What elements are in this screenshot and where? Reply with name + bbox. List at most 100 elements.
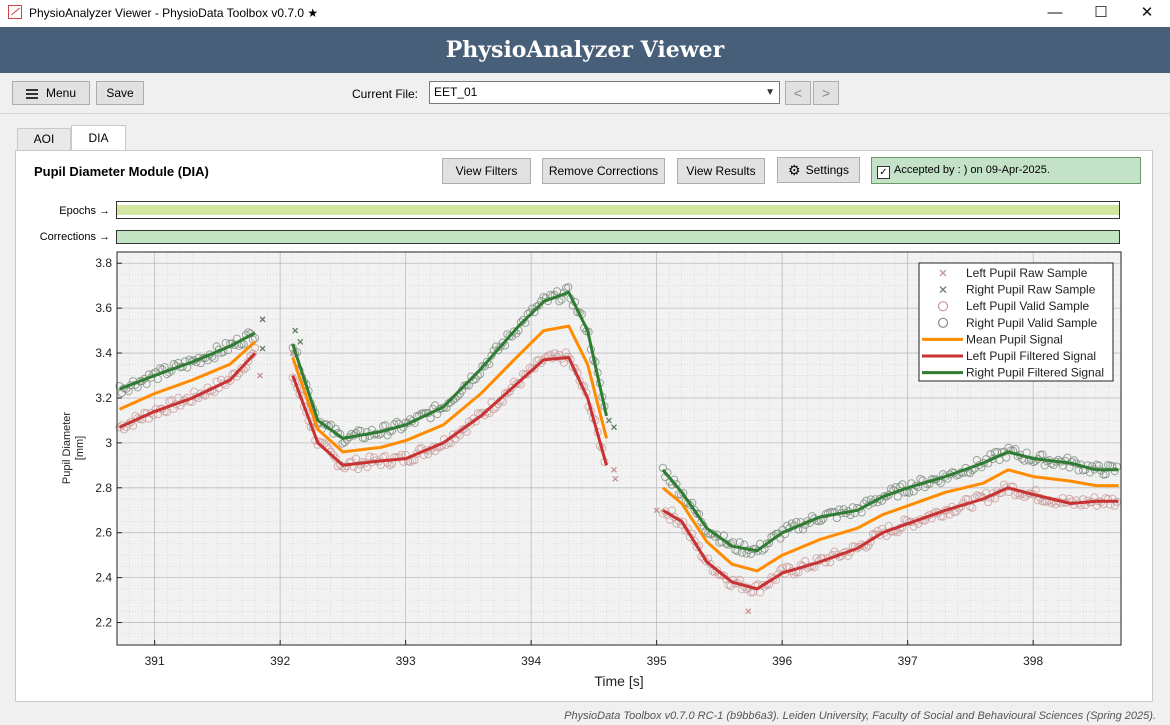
right-pupil-valid-sample — [972, 455, 982, 465]
y-tick-label: 3 — [105, 436, 112, 450]
chart-legend — [918, 262, 1114, 382]
left-pupil-raw-sample — [653, 507, 660, 514]
left-pupil-valid-sample — [713, 566, 722, 575]
right-pupil-valid-sample — [1038, 450, 1047, 459]
left-pupil-raw-sample — [612, 475, 619, 482]
right-pupil-valid-sample — [534, 301, 544, 310]
footer-credits: PhysioData Toolbox v0.7.0 RC-1 (b9bb6a3)… — [564, 710, 1156, 722]
right-pupil-valid-sample — [509, 327, 519, 336]
y-tick-label: 2.8 — [95, 481, 112, 495]
previous-file-button[interactable]: < — [785, 81, 811, 105]
right-pupil-filtered-signal-line — [118, 331, 256, 391]
mean-pupil-signal-line — [661, 468, 1119, 573]
tab-dia[interactable]: DIA — [71, 125, 126, 151]
left-pupil-raw-sample — [745, 608, 752, 615]
x-axis-label: Time [s] — [594, 673, 643, 689]
y-tick-label: 2.4 — [95, 571, 112, 585]
right-pupil-valid-sample — [564, 283, 573, 292]
left-pupil-filtered-signal-line — [291, 356, 608, 467]
right-pupil-valid-sample — [1006, 446, 1015, 455]
left-pupil-valid-sample — [769, 574, 778, 583]
legend-label: Left Pupil Filtered Signal — [966, 349, 1096, 363]
legend-marker-circle — [937, 317, 949, 328]
epochs-track[interactable] — [116, 201, 1120, 219]
right-pupil-valid-sample — [392, 417, 401, 427]
checkbox-checked-icon: ✓ — [877, 166, 890, 179]
left-pupil-valid-sample — [385, 461, 394, 470]
x-tick-label: 392 — [270, 654, 290, 668]
left-pupil-filtered-signal-line — [662, 486, 1119, 591]
right-pupil-valid-sample — [124, 387, 133, 396]
y-tick-label: 3.4 — [95, 346, 112, 360]
right-pupil-valid-sample — [685, 500, 695, 510]
tab-aoi[interactable]: AOI — [17, 128, 71, 150]
x-tick-label: 397 — [898, 654, 918, 668]
next-file-button[interactable]: > — [813, 81, 839, 105]
left-pupil-raw-sample — [257, 372, 264, 379]
save-button[interactable]: Save — [96, 81, 144, 105]
current-file-select[interactable]: EET_01 ▼ — [429, 81, 780, 104]
left-pupil-valid-sample — [706, 559, 715, 569]
right-pupil-valid-sample — [496, 342, 505, 351]
left-pupil-valid-sample — [530, 364, 539, 373]
left-pupil-raw-sample — [611, 466, 617, 473]
left-pupil-valid-sample — [351, 454, 361, 463]
corrections-label: Corrections → — [39, 231, 110, 243]
view-filters-button[interactable]: View Filters — [442, 158, 531, 184]
window-title: PhysioAnalyzer Viewer - PhysioData Toolb… — [29, 6, 319, 20]
y-tick-label: 3.6 — [95, 301, 112, 315]
x-tick-label: 393 — [396, 654, 416, 668]
y-axis-label: Pupil Diameter[mm] — [61, 412, 86, 484]
right-pupil-valid-sample — [288, 343, 297, 352]
right-pupil-valid-sample — [905, 488, 914, 497]
right-pupil-valid-sample — [383, 431, 392, 440]
left-pupil-valid-sample — [561, 348, 571, 357]
right-pupil-raw-sample — [611, 424, 617, 431]
x-tick-label: 394 — [521, 654, 541, 668]
gear-icon: ⚙ — [788, 162, 801, 178]
legend-label: Right Pupil Filtered Signal — [966, 366, 1104, 380]
right-pupil-filtered-signal-line — [291, 290, 608, 440]
menu-button[interactable]: Menu — [12, 81, 90, 105]
right-pupil-raw-sample — [606, 417, 612, 424]
left-pupil-valid-sample — [244, 357, 253, 366]
legend-label: Mean Pupil Signal — [966, 332, 1063, 346]
right-pupil-valid-sample — [210, 354, 219, 363]
left-pupil-valid-sample — [237, 364, 246, 373]
y-tick-label: 3.2 — [95, 391, 112, 405]
close-button[interactable]: ✕ — [1140, 4, 1154, 21]
plot-frame — [116, 251, 1122, 646]
y-tick-label: 2.2 — [95, 616, 112, 630]
y-tick-label: 3.8 — [95, 256, 112, 270]
x-tick-label: 398 — [1023, 654, 1043, 668]
settings-button[interactable]: ⚙ Settings — [777, 157, 860, 183]
chevron-down-icon: ▼ — [765, 87, 775, 98]
module-title: Pupil Diameter Module (DIA) — [34, 164, 209, 179]
left-pupil-valid-sample — [365, 452, 374, 461]
view-results-button[interactable]: View Results — [677, 158, 765, 184]
maximize-button[interactable]: ☐ — [1094, 4, 1108, 21]
right-pupil-filtered-signal-line — [661, 450, 1119, 553]
remove-corrections-button[interactable]: Remove Corrections — [542, 158, 665, 184]
right-pupil-raw-sample — [297, 338, 304, 345]
minimize-button[interactable]: — — [1047, 4, 1063, 21]
left-pupil-valid-sample — [467, 419, 476, 428]
right-pupil-valid-sample — [966, 468, 975, 478]
right-pupil-raw-sample — [292, 327, 299, 334]
accepted-checkbox[interactable]: ✓ Accepted by : ) on 09-Apr-2025. — [871, 157, 1141, 184]
epoch-segment[interactable] — [117, 205, 1119, 215]
right-pupil-valid-sample — [898, 480, 907, 489]
left-pupil-valid-sample — [968, 503, 977, 512]
hamburger-icon — [25, 87, 38, 101]
right-pupil-valid-sample — [487, 351, 496, 360]
right-pupil-valid-sample — [798, 525, 808, 534]
current-file-label: Current File: — [352, 87, 419, 101]
epochs-label: Epochs → — [59, 205, 110, 217]
current-file-value: EET_01 — [434, 85, 478, 99]
corrections-track[interactable] — [116, 230, 1120, 244]
legend-label: Right Pupil Raw Sample — [966, 283, 1096, 297]
right-pupil-valid-sample — [142, 379, 151, 389]
mean-pupil-signal-line — [118, 340, 257, 411]
x-tick-label: 396 — [772, 654, 792, 668]
